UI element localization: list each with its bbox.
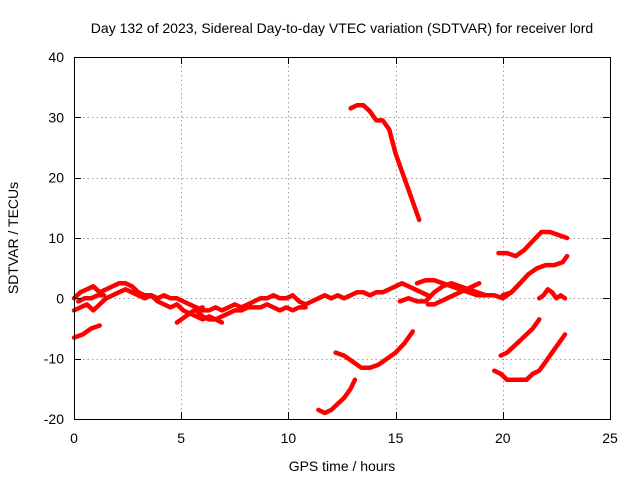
series-arc-13 (496, 229, 570, 259)
series-arc-3 (71, 323, 102, 340)
series-arc-4 (76, 293, 107, 304)
y-tick-labels: -20 -10 0 10 20 30 40 (44, 49, 64, 427)
y-tick-label: 0 (56, 290, 64, 306)
plot-frame (74, 57, 611, 420)
x-tick-label: 10 (281, 430, 297, 446)
series-group (71, 103, 570, 416)
series-arc-15 (536, 287, 568, 301)
grid-lines (74, 57, 610, 419)
series-arc-14 (500, 253, 570, 298)
series-arc-8 (333, 329, 416, 370)
y-tick-label: -20 (44, 411, 64, 427)
series-arc-17 (491, 332, 568, 383)
axis-ticks (74, 57, 611, 420)
series-arc-11 (414, 277, 488, 298)
x-tick-label: 20 (495, 430, 511, 446)
series-arc-16 (498, 317, 542, 358)
y-tick-label: 40 (48, 49, 64, 65)
series-arc-9 (348, 103, 422, 223)
chart-title: Day 132 of 2023, Sidereal Day-to-day VTE… (91, 20, 593, 36)
series-arc-12 (425, 281, 482, 307)
y-tick-label: 10 (48, 230, 64, 246)
y-tick-label: 20 (48, 170, 64, 186)
x-tick-label: 5 (177, 430, 185, 446)
y-tick-label: -10 (44, 351, 64, 367)
x-tick-labels: 0 5 10 15 20 25 (70, 430, 618, 446)
series-arc-1 (71, 281, 431, 313)
series-arc-10 (397, 281, 523, 304)
series-arc-6 (193, 308, 225, 325)
series-arc-5 (174, 305, 205, 325)
series-arc-7 (316, 377, 358, 416)
x-axis-label: GPS time / hours (289, 458, 396, 474)
y-axis-label: SDTVAR / TECUs (5, 182, 21, 294)
x-tick-label: 15 (388, 430, 404, 446)
y-tick-label: 30 (48, 109, 64, 125)
x-tick-label: 25 (602, 430, 618, 446)
x-tick-label: 0 (70, 430, 78, 446)
